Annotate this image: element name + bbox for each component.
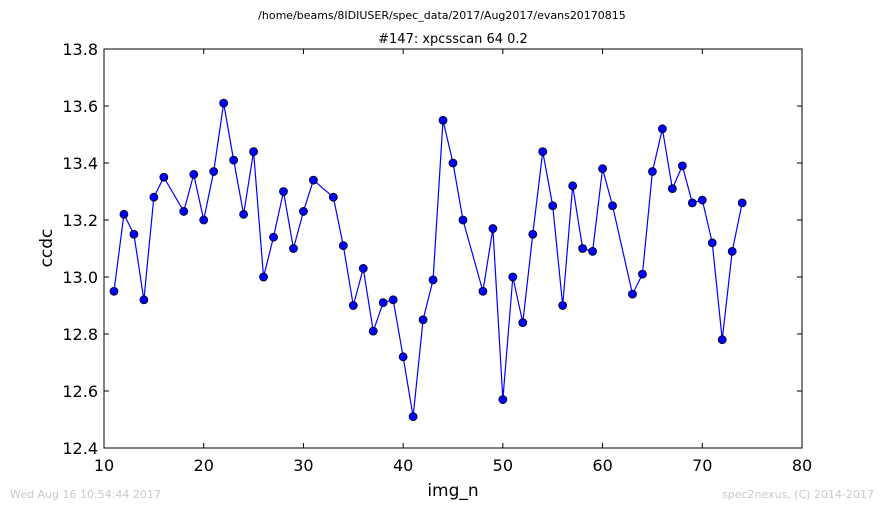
data-point [508,272,518,282]
data-point [428,275,438,285]
data-point [358,264,368,273]
x-tick-label: 50 [493,456,513,475]
data-point [448,158,458,168]
data-point [438,115,448,125]
y-tick-label: 12.8 [62,325,98,344]
data-point [737,198,747,208]
data-point [159,172,169,182]
data-point [139,295,149,305]
data-point [518,318,528,328]
data-point [648,167,657,176]
credit-footer: spec2nexus, (C) 2014-2017 [722,488,874,501]
x-axis: 10 20 30 40 50 60 70 80 [94,49,812,475]
data-point [528,229,538,239]
data-point [209,167,219,176]
data-point [308,175,318,185]
data-point [558,301,568,310]
data-point [348,301,358,310]
data-point [378,298,388,308]
data-point [687,198,697,208]
data-point [418,315,428,325]
data-point [608,201,617,211]
data-point [239,209,249,219]
data-point [279,187,288,196]
x-tick-label: 30 [293,456,313,475]
data-point [658,124,667,134]
y-tick-label: 13.4 [62,154,98,173]
data-point [598,164,607,174]
data-point [199,215,209,225]
data-point [727,246,737,256]
y-tick-label: 13.0 [62,268,98,287]
data-point [368,326,378,336]
chart-suptitle: /home/beams/8IDIUSER/spec_data/2017/Aug2… [258,9,626,22]
plot-frame [103,48,803,449]
x-tick-label: 40 [393,456,413,475]
data-point [269,232,278,242]
data-point [408,412,418,422]
data-point [129,229,139,239]
x-tick-label: 60 [592,456,612,475]
y-tick-label: 12.4 [62,439,98,458]
y-tick-label: 12.6 [62,382,98,401]
data-point [578,244,588,253]
data-point [328,192,338,202]
timestamp-footer: Wed Aug 16 10:54:44 2017 [10,488,161,501]
data-point [568,181,578,191]
data-point [628,289,637,299]
data-point [707,238,717,248]
data-point [338,241,348,251]
data-point [588,246,597,256]
data-point [398,352,408,362]
y-tick-label: 13.6 [62,97,98,116]
data-point [478,286,488,296]
data-point [119,209,129,219]
data-point [677,161,687,171]
data-point [179,207,189,216]
data-point [638,269,647,279]
data-point [299,207,308,216]
chart-title: #147: xpcsscan 64 0.2 [378,32,528,47]
data-point [289,244,298,253]
data-point [538,147,548,157]
y-axis-label: ccdc [37,229,57,268]
x-axis-label: img_n [427,481,478,501]
data-point [717,335,727,345]
data-point [697,195,707,205]
data-point [189,169,199,179]
series-line [113,103,743,417]
x-tick-label: 80 [792,456,812,475]
data-point [667,184,677,194]
x-tick-label: 20 [194,456,214,475]
data-point [259,272,268,282]
data-point [388,295,398,305]
series-layer [109,98,747,422]
x-tick-label: 70 [692,456,712,475]
data-point [109,286,119,296]
data-point [498,395,508,404]
data-point [249,147,258,157]
data-point [488,224,498,233]
data-point [548,201,558,211]
data-point [229,155,239,165]
y-axis: 12.4 12.6 12.8 13.0 13.2 13.4 13.6 13.8 [62,40,802,458]
data-point [149,192,159,202]
y-tick-label: 13.2 [62,211,98,230]
data-point [219,98,229,108]
data-point [458,215,468,225]
y-tick-label: 13.8 [62,40,98,59]
x-tick-label: 10 [94,456,114,475]
